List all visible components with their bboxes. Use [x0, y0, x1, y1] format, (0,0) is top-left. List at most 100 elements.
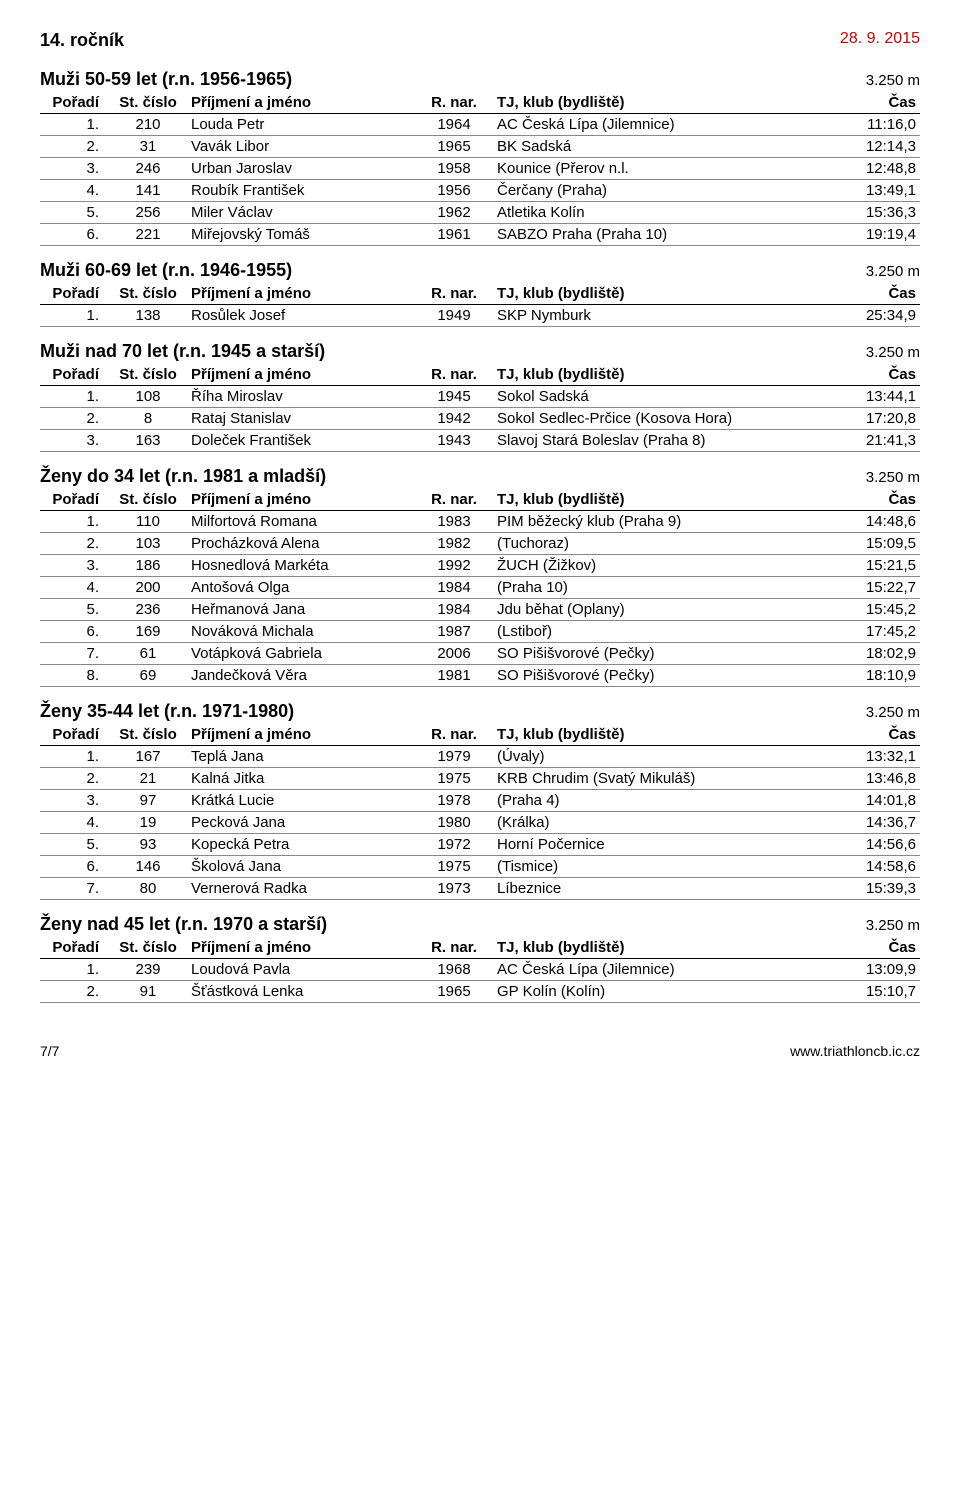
- cell: Krátká Lucie: [187, 790, 415, 812]
- cell: 13:09,9: [837, 959, 920, 981]
- column-header: Příjmení a jméno: [187, 92, 415, 114]
- cell: 69: [109, 665, 187, 687]
- table-row: 2.31Vavák Libor1965BK Sadská12:14,3: [40, 136, 920, 158]
- table-row: 3.246Urban Jaroslav1958Kounice (Přerov n…: [40, 158, 920, 180]
- cell: 14:01,8: [837, 790, 920, 812]
- cell: 7.: [40, 643, 109, 665]
- cell: 1968: [415, 959, 493, 981]
- column-header: Příjmení a jméno: [187, 364, 415, 386]
- cell: AC Česká Lípa (Jilemnice): [493, 959, 837, 981]
- column-header: St. číslo: [109, 489, 187, 511]
- cell: 13:49,1: [837, 180, 920, 202]
- cell: Líbeznice: [493, 878, 837, 900]
- cell: 5.: [40, 834, 109, 856]
- table-row: 3.163Doleček František1943Slavoj Stará B…: [40, 430, 920, 452]
- cell: 236: [109, 599, 187, 621]
- section-header: Muži 50-59 let (r.n. 1956-1965)3.250 m: [40, 69, 920, 90]
- table-row: 6.146Školová Jana1975(Tismice)14:58,6: [40, 856, 920, 878]
- table-row: 4.19Pecková Jana1980(Králka)14:36,7: [40, 812, 920, 834]
- cell: 1965: [415, 136, 493, 158]
- cell: Kalná Jitka: [187, 768, 415, 790]
- cell: (Tuchoraz): [493, 533, 837, 555]
- cell: GP Kolín (Kolín): [493, 981, 837, 1003]
- cell: 5.: [40, 599, 109, 621]
- cell: 2006: [415, 643, 493, 665]
- cell: 1992: [415, 555, 493, 577]
- cell: 1982: [415, 533, 493, 555]
- table-row: 2.103Procházková Alena1982(Tuchoraz)15:0…: [40, 533, 920, 555]
- cell: 1980: [415, 812, 493, 834]
- cell: 1942: [415, 408, 493, 430]
- cell: (Praha 4): [493, 790, 837, 812]
- cell: 13:32,1: [837, 746, 920, 768]
- table-row: 4.141Roubík František1956Čerčany (Praha)…: [40, 180, 920, 202]
- cell: AC Česká Lípa (Jilemnice): [493, 114, 837, 136]
- column-header: R. nar.: [415, 283, 493, 305]
- section-title: Ženy nad 45 let (r.n. 1970 a starší): [40, 914, 327, 935]
- cell: 19:19,4: [837, 224, 920, 246]
- table-row: 5.236Heřmanová Jana1984Jdu běhat (Oplany…: [40, 599, 920, 621]
- cell: 1949: [415, 305, 493, 327]
- cell: 15:09,5: [837, 533, 920, 555]
- column-header: Pořadí: [40, 937, 109, 959]
- section-distance: 3.250 m: [866, 263, 920, 280]
- header-left: 14. ročník: [40, 30, 124, 51]
- cell: SKP Nymburk: [493, 305, 837, 327]
- results-table: PořadíSt. čísloPříjmení a jménoR. nar.TJ…: [40, 364, 920, 452]
- cell: 1.: [40, 114, 109, 136]
- cell: 17:20,8: [837, 408, 920, 430]
- cell: 13:46,8: [837, 768, 920, 790]
- cell: 239: [109, 959, 187, 981]
- cell: 80: [109, 878, 187, 900]
- cell: 256: [109, 202, 187, 224]
- cell: 8: [109, 408, 187, 430]
- section-title: Ženy 35-44 let (r.n. 1971-1980): [40, 701, 294, 722]
- cell: 15:22,7: [837, 577, 920, 599]
- cell: 1987: [415, 621, 493, 643]
- page-footer: 7/7 www.triathloncb.ic.cz: [40, 1043, 920, 1059]
- cell: BK Sadská: [493, 136, 837, 158]
- table-row: 2.91Šťástková Lenka1965GP Kolín (Kolín)1…: [40, 981, 920, 1003]
- cell: Votápková Gabriela: [187, 643, 415, 665]
- table-row: 2.21Kalná Jitka1975KRB Chrudim (Svatý Mi…: [40, 768, 920, 790]
- cell: 4.: [40, 577, 109, 599]
- cell: 1961: [415, 224, 493, 246]
- footer-page: 7/7: [40, 1043, 59, 1059]
- column-header: St. číslo: [109, 92, 187, 114]
- cell: 3.: [40, 430, 109, 452]
- cell: 14:48,6: [837, 511, 920, 533]
- cell: 6.: [40, 224, 109, 246]
- cell: Vernerová Radka: [187, 878, 415, 900]
- results-table: PořadíSt. čísloPříjmení a jménoR. nar.TJ…: [40, 283, 920, 327]
- cell: 141: [109, 180, 187, 202]
- cell: 19: [109, 812, 187, 834]
- table-row: 1.210Louda Petr1964AC Česká Lípa (Jilemn…: [40, 114, 920, 136]
- cell: 93: [109, 834, 187, 856]
- cell: Jandečková Věra: [187, 665, 415, 687]
- cell: 1958: [415, 158, 493, 180]
- column-header: R. nar.: [415, 92, 493, 114]
- table-row: 8.69Jandečková Věra1981SO Pišišvorové (P…: [40, 665, 920, 687]
- column-header: Příjmení a jméno: [187, 724, 415, 746]
- column-header: TJ, klub (bydliště): [493, 489, 837, 511]
- cell: 25:34,9: [837, 305, 920, 327]
- column-header: TJ, klub (bydliště): [493, 937, 837, 959]
- page-header: 14. ročník 28. 9. 2015: [40, 30, 920, 51]
- cell: 1.: [40, 746, 109, 768]
- cell: 200: [109, 577, 187, 599]
- cell: Kopecká Petra: [187, 834, 415, 856]
- column-header: St. číslo: [109, 283, 187, 305]
- cell: 12:48,8: [837, 158, 920, 180]
- cell: 1945: [415, 386, 493, 408]
- cell: 21:41,3: [837, 430, 920, 452]
- cell: 3.: [40, 790, 109, 812]
- cell: (Praha 10): [493, 577, 837, 599]
- section-distance: 3.250 m: [866, 344, 920, 361]
- cell: Rataj Stanislav: [187, 408, 415, 430]
- cell: 3.: [40, 555, 109, 577]
- cell: Atletika Kolín: [493, 202, 837, 224]
- section-title: Muži 50-59 let (r.n. 1956-1965): [40, 69, 292, 90]
- footer-url: www.triathloncb.ic.cz: [790, 1043, 920, 1059]
- cell: 6.: [40, 621, 109, 643]
- cell: (Lstiboř): [493, 621, 837, 643]
